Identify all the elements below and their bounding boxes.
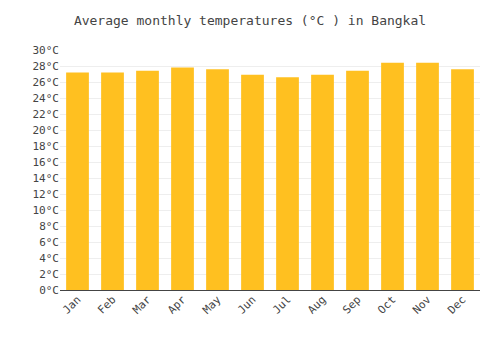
svg-text:14°C: 14°C xyxy=(33,172,60,185)
svg-text:Dec: Dec xyxy=(445,293,468,316)
svg-text:0°C: 0°C xyxy=(39,284,59,297)
svg-text:18°C: 18°C xyxy=(33,140,60,153)
svg-text:Jan: Jan xyxy=(60,293,83,316)
svg-text:2°C: 2°C xyxy=(39,268,59,281)
svg-text:4°C: 4°C xyxy=(39,252,59,265)
svg-text:Average monthly temperatures (: Average monthly temperatures (°C ) in Ba… xyxy=(74,13,426,28)
svg-text:Nov: Nov xyxy=(410,293,434,317)
svg-text:26°C: 26°C xyxy=(33,76,60,89)
svg-text:Feb: Feb xyxy=(95,293,118,316)
svg-text:Sep: Sep xyxy=(340,293,363,316)
svg-text:10°C: 10°C xyxy=(33,204,60,217)
svg-text:16°C: 16°C xyxy=(33,156,60,169)
svg-text:Apr: Apr xyxy=(165,293,189,317)
svg-text:Jul: Jul xyxy=(270,293,293,316)
svg-text:Mar: Mar xyxy=(130,293,154,317)
svg-text:May: May xyxy=(200,293,224,317)
svg-text:24°C: 24°C xyxy=(33,92,60,105)
svg-text:20°C: 20°C xyxy=(33,124,60,137)
svg-text:30°C: 30°C xyxy=(33,44,60,57)
svg-text:22°C: 22°C xyxy=(33,108,60,121)
svg-text:Oct: Oct xyxy=(375,293,398,316)
svg-text:Jun: Jun xyxy=(235,293,258,316)
svg-text:Aug: Aug xyxy=(305,293,328,316)
svg-text:8°C: 8°C xyxy=(39,220,59,233)
svg-text:12°C: 12°C xyxy=(33,188,60,201)
svg-text:28°C: 28°C xyxy=(33,60,60,73)
svg-text:6°C: 6°C xyxy=(39,236,59,249)
